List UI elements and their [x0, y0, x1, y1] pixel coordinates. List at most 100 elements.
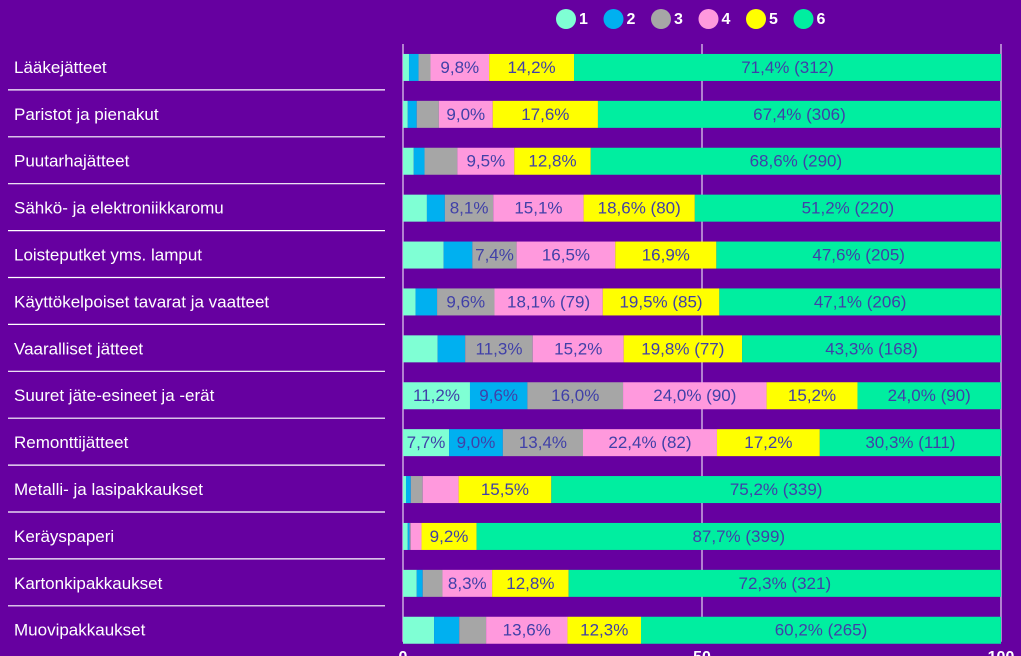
bar-segment — [476, 522, 1002, 550]
bar-segment — [641, 616, 1001, 644]
value-label: 24,0% (90) — [888, 386, 971, 405]
value-label: 47,6% (205) — [812, 246, 905, 265]
bar-segment — [410, 476, 423, 504]
value-label: 9,5% — [466, 152, 505, 171]
value-label: 11,3% — [476, 339, 523, 358]
bar-segment — [434, 616, 460, 644]
bar-segment — [590, 147, 1001, 175]
bar-segment — [413, 147, 425, 175]
value-label: 7,4% — [475, 246, 514, 265]
bar-segment — [623, 335, 743, 363]
bar-segment — [568, 569, 1001, 597]
bar-segment — [424, 147, 458, 175]
bar-segment — [418, 53, 431, 81]
bar-segment — [421, 522, 477, 550]
legend-label: 1 — [579, 11, 588, 28]
value-label: 12,8% — [506, 574, 554, 593]
bar-segment — [410, 522, 422, 550]
value-label: 9,0% — [446, 105, 485, 124]
bar-segment — [532, 335, 624, 363]
bar-segment — [405, 476, 411, 504]
bar-segment — [493, 194, 584, 222]
bar-segment — [742, 335, 1001, 363]
value-label: 43,3% (168) — [825, 339, 918, 358]
bar-segment — [602, 288, 720, 316]
bar-segment — [403, 616, 435, 644]
legend-swatch — [603, 9, 624, 29]
bar-segment — [403, 147, 414, 175]
bar-segment — [486, 616, 568, 644]
bar-segment — [527, 382, 624, 410]
bar-segment — [567, 616, 642, 644]
value-label: 17,6% — [521, 105, 569, 124]
value-label: 15,2% — [554, 339, 602, 358]
legend-label: 3 — [674, 11, 683, 28]
bar-segment — [422, 476, 459, 504]
value-label: 17,2% — [744, 433, 792, 452]
bar-segment — [403, 569, 417, 597]
value-label: 67,4% (306) — [753, 105, 846, 124]
category-label: Puutarhajätteet — [14, 152, 130, 171]
value-label: 68,6% (290) — [750, 152, 843, 171]
bar-segment — [716, 429, 820, 457]
legend-label: 2 — [627, 11, 636, 28]
bar-segment — [516, 241, 616, 269]
x-tick-label: 100 — [988, 649, 1015, 656]
category-label: Loisteputket yms. lamput — [14, 246, 202, 265]
value-label: 16,5% — [542, 246, 590, 265]
legend-label: 5 — [769, 11, 778, 28]
bar-segment — [403, 100, 408, 128]
legend-label: 6 — [817, 11, 826, 28]
value-label: 16,0% — [551, 386, 599, 405]
bar-segment — [403, 476, 406, 504]
legend-swatch — [793, 9, 814, 29]
value-label: 47,1% (206) — [814, 292, 907, 311]
value-label: 72,3% (321) — [739, 574, 832, 593]
value-label: 12,8% — [528, 152, 576, 171]
x-tick-label: 50 — [693, 649, 711, 656]
bar-segment — [583, 194, 695, 222]
bar-segment — [449, 429, 503, 457]
bar-segment — [403, 522, 408, 550]
bar-segment — [494, 288, 603, 316]
bar-segment — [408, 53, 419, 81]
value-label: 11,2% — [413, 386, 460, 405]
bar-segment — [574, 53, 1001, 81]
bar-segment — [623, 382, 767, 410]
value-label: 51,2% (220) — [802, 199, 895, 218]
bar-segment — [409, 522, 411, 550]
bar-segment — [766, 382, 858, 410]
bar-segment — [492, 569, 569, 597]
category-label: Käyttökelpoiset tavarat ja vaatteet — [14, 292, 269, 311]
bar-segment — [459, 616, 487, 644]
bar-segment — [438, 100, 493, 128]
value-label: 9,0% — [457, 433, 496, 452]
bar-segment — [415, 288, 438, 316]
bar-segment — [502, 429, 583, 457]
bar-segment — [819, 429, 1001, 457]
value-label: 15,1% — [514, 199, 562, 218]
bar-segment — [430, 53, 490, 81]
bar-segment — [694, 194, 1001, 222]
value-label: 9,2% — [430, 527, 469, 546]
category-label: Metalli- ja lasipakkaukset — [14, 480, 203, 499]
bar-segment — [716, 241, 1001, 269]
bar-segment — [403, 335, 438, 363]
category-label: Muovipakkaukset — [14, 621, 146, 640]
bar-segment — [597, 100, 1001, 128]
bar-segment — [437, 335, 466, 363]
value-label: 9,8% — [440, 58, 479, 77]
bar-segment — [492, 100, 598, 128]
value-label: 7,7% — [407, 433, 446, 452]
legend-swatch — [556, 9, 576, 29]
value-label: 22,4% (82) — [608, 433, 691, 452]
bar-segment — [551, 476, 1001, 504]
value-label: 19,8% (77) — [641, 339, 724, 358]
bar-segment — [422, 569, 443, 597]
category-label: Paristot ja pienakut — [14, 105, 159, 124]
bar-segment — [719, 288, 1001, 316]
legend-label: 4 — [722, 11, 731, 28]
category-label: Kartonkipakkaukset — [14, 574, 163, 593]
bar-segment — [582, 429, 717, 457]
category-label: Suuret jäte-esineet ja -erät — [14, 386, 215, 405]
